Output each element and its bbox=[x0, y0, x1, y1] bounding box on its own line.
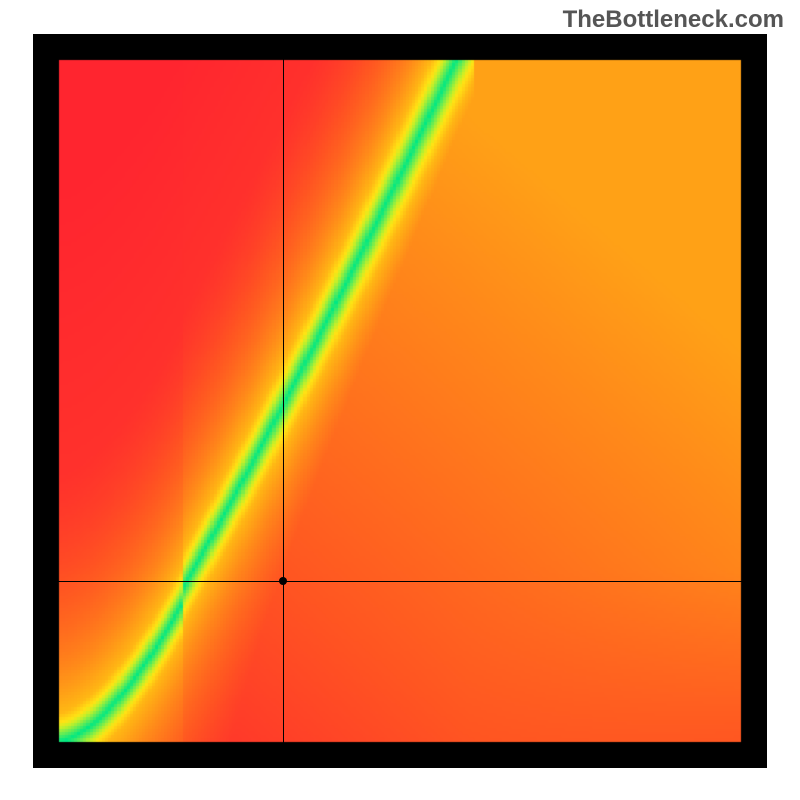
heatmap-canvas bbox=[33, 34, 767, 768]
crosshair-horizontal bbox=[33, 581, 767, 582]
crosshair-vertical bbox=[283, 34, 284, 768]
heatmap-plot bbox=[33, 34, 767, 768]
watermark-text: TheBottleneck.com bbox=[563, 6, 784, 34]
marker-dot bbox=[279, 577, 287, 585]
